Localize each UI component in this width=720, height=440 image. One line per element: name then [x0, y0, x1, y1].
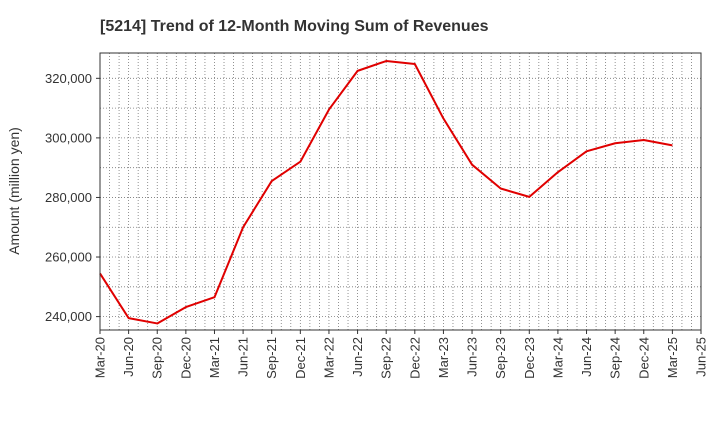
series-layer: [99, 60, 673, 325]
x-tick-label: Mar-23: [436, 337, 451, 378]
y-tick-label: 300,000: [45, 130, 92, 145]
y-tick-label: 320,000: [45, 71, 92, 86]
x-tick-label: Mar-25: [665, 337, 680, 378]
x-tick-label: Dec-21: [293, 337, 308, 379]
y-tick-labels: 240,000 260,000 280,000 300,000 320,000: [45, 71, 100, 324]
y-tick-label: 260,000: [45, 250, 92, 265]
x-tick-label: Dec-20: [178, 337, 193, 379]
y-tick-label: 240,000: [45, 309, 92, 324]
x-tick-label: Jun-23: [465, 337, 480, 377]
grid: [100, 53, 701, 330]
series-line: [99, 60, 673, 325]
x-tick-label: Sep-22: [379, 337, 394, 379]
x-tick-label: Mar-20: [93, 337, 108, 378]
x-tick-label: Dec-23: [522, 337, 537, 379]
x-tick-label: Jun-20: [121, 337, 136, 377]
x-tick-label: Sep-20: [150, 337, 165, 379]
x-tick-label: Jun-22: [350, 337, 365, 377]
y-tick-label: 280,000: [45, 190, 92, 205]
x-tick-label: Mar-22: [321, 337, 336, 378]
x-tick-label: Sep-23: [493, 337, 508, 379]
x-tick-label: Mar-24: [550, 337, 565, 378]
x-tick-label: Jun-21: [236, 337, 251, 377]
chart-title: [5214] Trend of 12-Month Moving Sum of R…: [100, 18, 489, 35]
x-tick-label: Jun-25: [694, 337, 709, 377]
x-tick-label: Jun-24: [579, 337, 594, 377]
y-axis-label: Amount (million yen): [6, 127, 22, 255]
plot-frame: [99, 52, 702, 331]
x-tick-labels: Mar-20 Jun-20 Sep-20 Dec-20 Mar-21 Jun-21 Sep-…: [93, 330, 709, 379]
x-tick-label: Sep-24: [608, 337, 623, 379]
x-tick-label: Sep-21: [264, 337, 279, 379]
x-tick-label: Mar-21: [207, 337, 222, 378]
x-tick-label: Dec-24: [636, 337, 651, 379]
x-tick-label: Dec-22: [407, 337, 422, 379]
